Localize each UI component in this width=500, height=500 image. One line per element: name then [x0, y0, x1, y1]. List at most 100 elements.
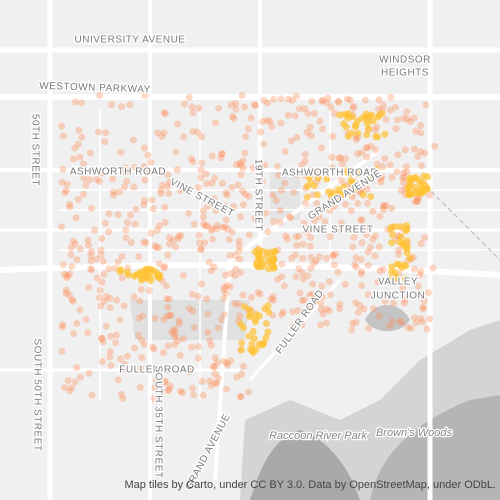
point: [296, 289, 304, 297]
point: [130, 293, 138, 301]
point: [317, 306, 325, 314]
point: [257, 128, 265, 136]
point: [299, 275, 307, 283]
point: [270, 95, 278, 103]
point: [286, 213, 294, 221]
point: [63, 272, 71, 280]
point: [364, 199, 372, 207]
point: [310, 182, 318, 190]
point: [416, 271, 424, 279]
point: [304, 272, 312, 280]
point: [223, 359, 231, 367]
map-label: Brown's Woods: [376, 427, 453, 439]
point: [395, 246, 403, 254]
point: [227, 357, 235, 365]
point: [116, 268, 124, 276]
point: [402, 227, 410, 235]
point: [145, 287, 153, 295]
point: [311, 167, 319, 175]
point: [378, 173, 386, 181]
point: [392, 274, 400, 282]
point: [293, 134, 301, 142]
point: [98, 334, 106, 342]
point: [96, 177, 104, 185]
point: [374, 113, 382, 121]
point: [431, 142, 439, 150]
point: [213, 379, 221, 387]
point: [161, 262, 169, 270]
point: [336, 305, 344, 313]
point: [88, 391, 96, 399]
point: [98, 278, 106, 286]
point: [155, 260, 163, 268]
point: [222, 385, 230, 393]
point: [223, 191, 231, 199]
point: [265, 265, 273, 273]
point: [108, 101, 116, 109]
point: [388, 239, 396, 247]
point: [71, 240, 79, 248]
point: [269, 191, 277, 199]
point: [66, 201, 74, 209]
point: [178, 185, 186, 193]
point: [220, 294, 228, 302]
point: [164, 303, 172, 311]
point: [417, 239, 425, 247]
point: [142, 239, 150, 247]
point: [59, 132, 67, 140]
point: [210, 195, 218, 203]
point: [218, 150, 226, 158]
point: [401, 146, 409, 154]
point: [375, 243, 383, 251]
point: [122, 164, 130, 172]
point: [205, 258, 213, 266]
point: [62, 286, 70, 294]
point: [164, 251, 172, 259]
map-label: 50TH STREET: [29, 114, 40, 186]
point: [175, 232, 183, 240]
point: [236, 393, 244, 401]
point: [371, 126, 379, 134]
point: [189, 109, 197, 117]
point: [397, 233, 405, 241]
point: [203, 180, 211, 188]
point: [318, 169, 326, 177]
point: [96, 286, 104, 294]
point: [335, 226, 343, 234]
point: [403, 249, 411, 257]
point: [157, 190, 165, 198]
point: [309, 280, 317, 288]
point: [185, 368, 193, 376]
point: [74, 196, 82, 204]
point: [122, 226, 130, 234]
point: [269, 296, 277, 304]
point: [341, 155, 349, 163]
point: [373, 160, 381, 168]
point: [362, 144, 370, 152]
point: [236, 312, 244, 320]
point: [82, 181, 90, 189]
point: [344, 110, 352, 118]
point: [329, 164, 337, 172]
point: [189, 384, 197, 392]
point: [388, 231, 396, 239]
point: [130, 163, 138, 171]
point: [266, 117, 274, 125]
point: [227, 101, 235, 109]
point: [179, 389, 187, 397]
point: [423, 325, 431, 333]
point: [237, 213, 245, 221]
point: [116, 316, 124, 324]
point: [142, 267, 150, 275]
point: [379, 101, 387, 109]
point: [246, 306, 254, 314]
point: [209, 363, 217, 371]
point: [264, 228, 272, 236]
point: [66, 203, 74, 211]
point: [386, 322, 394, 330]
point: [369, 117, 377, 125]
point: [217, 154, 225, 162]
point: [426, 315, 434, 323]
point: [102, 292, 110, 300]
point: [124, 271, 132, 279]
